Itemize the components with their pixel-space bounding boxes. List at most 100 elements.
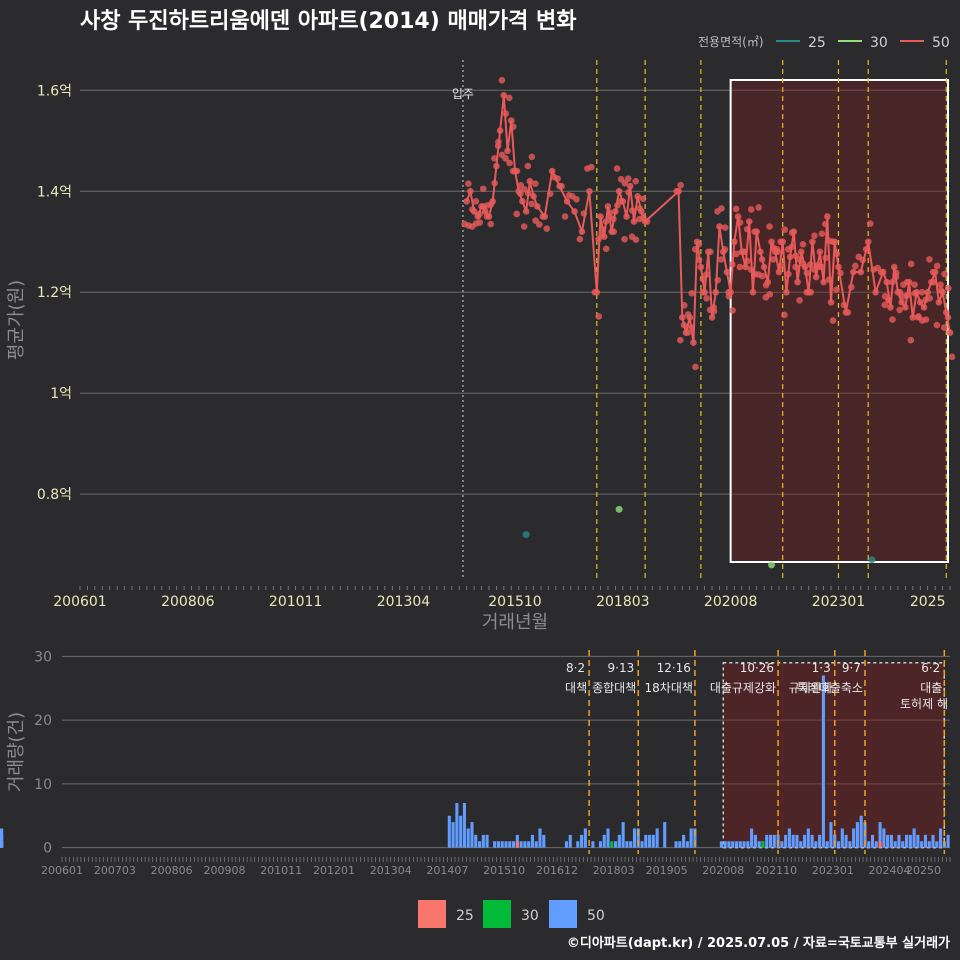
point-50 (907, 336, 915, 344)
point-50 (591, 288, 599, 296)
point-50 (902, 304, 909, 311)
bar-50 (840, 828, 844, 848)
point-50 (697, 263, 705, 271)
bar-50 (530, 834, 535, 848)
footer-source: ©디아파트(dapt.kr) / 2025.07.05 / 자료=국토교통부 실… (567, 935, 950, 951)
point-50 (598, 225, 606, 233)
point-50 (855, 253, 863, 261)
bar-50 (459, 815, 463, 848)
bar-50 (474, 834, 478, 848)
point-50 (712, 288, 720, 296)
point-50 (768, 238, 775, 246)
point-50 (755, 271, 762, 278)
y-axis-title: 평균가(원) (6, 280, 27, 360)
point-50 (686, 314, 694, 321)
point-50 (898, 299, 905, 306)
point-50 (760, 263, 768, 271)
point-50 (837, 269, 844, 277)
point-50 (489, 198, 496, 205)
point-50 (721, 246, 729, 253)
bar-50 (689, 828, 693, 848)
point-50 (852, 262, 859, 270)
point-50 (729, 307, 736, 314)
bar-50 (632, 828, 637, 848)
point-50 (628, 207, 636, 214)
bar-50 (920, 841, 924, 848)
point-50 (688, 324, 695, 331)
bar-50 (802, 834, 807, 848)
point-50 (524, 189, 532, 197)
point-50 (638, 208, 645, 215)
bar-50 (784, 834, 788, 848)
y-axis-title-volume: 거래량(건) (6, 712, 27, 792)
policy-name-label: 규제완화 (789, 681, 833, 695)
point-50 (833, 286, 840, 294)
point-50 (729, 261, 736, 268)
bar-50 (504, 841, 508, 848)
point-50 (734, 213, 742, 220)
point-50 (736, 219, 744, 226)
point-50 (615, 187, 623, 195)
bar-50 (780, 841, 784, 848)
point-50 (500, 92, 508, 99)
point-50 (783, 288, 790, 296)
point-50 (929, 268, 937, 276)
bar-50 (508, 841, 512, 848)
point-50 (673, 187, 680, 195)
x-tick-label: 2025 (910, 594, 946, 610)
bar-50 (651, 834, 655, 848)
bar-50 (870, 834, 875, 848)
x-tick-label-volume: 201011 (260, 864, 302, 877)
point-50 (918, 288, 926, 296)
bar-50 (810, 834, 814, 848)
x-tick-label-volume: 202404 (869, 864, 911, 877)
point-50 (803, 269, 811, 277)
bottom-legend-swatch-25 (418, 900, 446, 928)
point-50 (731, 238, 738, 246)
x-tick-label-volume: 201510 (483, 864, 525, 877)
point-50 (749, 288, 757, 296)
bar-50 (836, 841, 841, 848)
bar-50 (462, 803, 466, 848)
point-50 (496, 127, 504, 134)
point-50 (747, 266, 755, 273)
point-50 (755, 204, 762, 211)
bar-50 (935, 841, 939, 848)
point-50 (710, 304, 718, 311)
point-50 (491, 155, 498, 162)
point-50 (699, 288, 706, 296)
point-50 (795, 256, 803, 263)
legend-label-30: 30 (870, 35, 888, 51)
bar-50 (640, 841, 644, 848)
point-50 (816, 248, 824, 256)
point-50 (907, 260, 915, 268)
point-50 (948, 353, 956, 361)
bar-50 (738, 841, 742, 848)
point-50 (543, 225, 551, 232)
point-50 (708, 314, 716, 321)
point-50 (467, 187, 474, 195)
point-50 (944, 314, 952, 321)
point-50 (911, 281, 918, 288)
point-50 (522, 208, 530, 215)
bar-50 (795, 834, 799, 848)
legend-label-50: 50 (932, 35, 950, 51)
point-50 (691, 246, 699, 253)
point-50 (940, 324, 948, 331)
bar-50 (889, 834, 893, 848)
point-50 (914, 314, 922, 321)
bar-50 (829, 822, 833, 848)
point-50 (881, 301, 889, 309)
point-50 (604, 203, 612, 210)
point-50 (470, 208, 478, 215)
point-50 (613, 165, 621, 172)
bar-50 (564, 841, 569, 848)
bar-50 (625, 841, 629, 848)
policy-name-label: 대출 (920, 681, 942, 695)
point-50 (721, 224, 729, 231)
point-50 (890, 263, 898, 271)
bar-50 (787, 828, 791, 848)
x-tick-label-volume: 201905 (646, 864, 688, 877)
point-50 (757, 248, 764, 256)
point-50 (509, 123, 517, 130)
